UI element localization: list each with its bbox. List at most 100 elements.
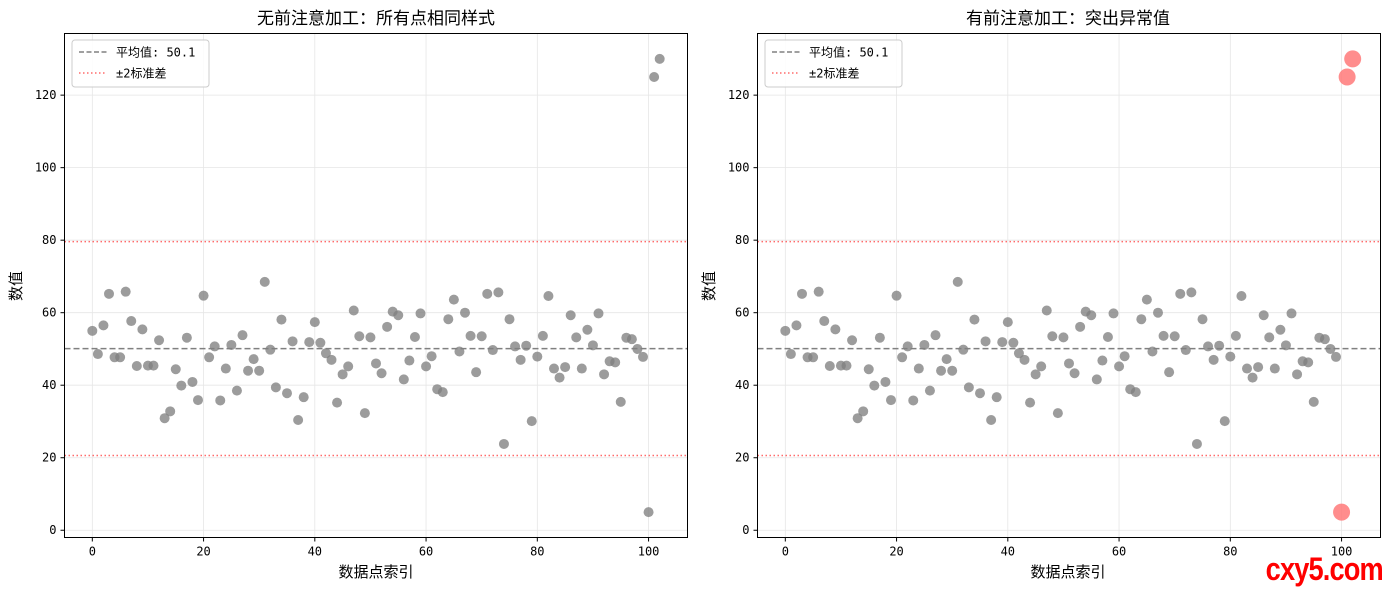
x-tick-label: 80 xyxy=(1223,545,1237,559)
data-point xyxy=(886,395,896,406)
data-point xyxy=(599,369,610,380)
data-point xyxy=(858,406,869,417)
y-tick-label: 80 xyxy=(42,233,56,247)
data-point xyxy=(454,346,465,357)
data-point xyxy=(1013,348,1024,359)
data-point xyxy=(947,365,958,376)
outlier-point xyxy=(1344,50,1362,68)
data-point xyxy=(852,413,863,424)
data-point xyxy=(1141,294,1152,305)
data-point xyxy=(409,331,420,342)
data-point xyxy=(543,291,554,302)
outlier-point xyxy=(1333,503,1351,521)
data-point xyxy=(1008,337,1019,348)
data-point xyxy=(1019,354,1030,365)
data-point xyxy=(1075,321,1086,332)
data-point xyxy=(952,276,963,287)
data-point xyxy=(187,376,198,387)
x-tick-label: 0 xyxy=(89,545,96,559)
data-point xyxy=(1164,367,1175,378)
data-point xyxy=(1069,368,1080,379)
data-point xyxy=(869,380,880,391)
data-point xyxy=(382,321,393,332)
y-tick-label: 120 xyxy=(728,88,750,102)
x-tick-label: 100 xyxy=(638,545,660,559)
data-point xyxy=(1147,346,1158,357)
data-point xyxy=(148,360,159,371)
data-point xyxy=(1002,317,1013,328)
data-point xyxy=(1169,331,1180,342)
data-point xyxy=(1308,396,1319,407)
data-point xyxy=(576,363,587,374)
data-point xyxy=(510,341,521,352)
data-point xyxy=(1186,287,1197,298)
data-point xyxy=(448,294,459,305)
data-point xyxy=(824,360,835,371)
data-point xyxy=(298,392,309,403)
y-tick-label: 80 xyxy=(735,233,749,247)
data-point xyxy=(226,339,237,350)
y-tick-label: 40 xyxy=(735,378,749,392)
y-tick-label: 100 xyxy=(35,161,57,175)
data-point xyxy=(913,363,924,374)
data-point xyxy=(204,352,215,363)
data-point xyxy=(941,354,952,365)
data-point xyxy=(791,320,802,331)
data-point xyxy=(897,352,908,363)
data-point xyxy=(1119,351,1130,362)
data-point xyxy=(1197,314,1208,325)
x-tick-label: 20 xyxy=(196,545,210,559)
data-point xyxy=(560,362,571,373)
x-tick-label: 60 xyxy=(419,545,433,559)
data-point xyxy=(309,317,320,328)
data-point xyxy=(963,382,974,393)
data-point xyxy=(1158,330,1169,341)
data-point xyxy=(554,372,565,383)
data-point xyxy=(131,360,142,371)
data-point xyxy=(986,415,997,426)
data-point xyxy=(632,343,643,354)
data-point xyxy=(532,351,543,362)
data-point xyxy=(863,364,874,375)
data-point xyxy=(1319,334,1330,345)
data-point xyxy=(1191,438,1202,449)
data-point xyxy=(181,332,192,343)
data-point xyxy=(1175,288,1186,299)
data-point xyxy=(1047,331,1058,342)
data-point xyxy=(797,288,807,299)
data-point xyxy=(1091,374,1102,385)
data-point xyxy=(919,339,930,350)
data-point xyxy=(1036,361,1047,372)
data-point xyxy=(924,385,935,396)
data-point xyxy=(958,344,969,355)
data-point xyxy=(176,380,187,391)
data-point xyxy=(1225,351,1236,362)
data-point xyxy=(215,395,226,406)
data-point xyxy=(504,314,515,325)
data-point xyxy=(487,345,498,356)
right-scatter-chart: 有前注意加工：突出异常值 0 20 40 60 80 100 0 20 40 60 80 100 120… xyxy=(700,9,1381,581)
data-point xyxy=(254,365,265,376)
data-point xyxy=(231,385,242,396)
data-point xyxy=(1180,345,1191,356)
data-point xyxy=(891,290,902,301)
watermark-logo: cxy5.com xyxy=(1265,551,1384,587)
data-point xyxy=(337,369,348,380)
data-point xyxy=(276,314,287,325)
data-point xyxy=(98,320,109,331)
data-point xyxy=(1253,362,1264,373)
data-point xyxy=(315,337,326,348)
data-point xyxy=(159,413,170,424)
legend: 平均值: 50.1 ±2标准差 xyxy=(764,39,903,88)
data-point xyxy=(847,335,858,346)
data-point xyxy=(1130,387,1141,398)
data-point xyxy=(265,344,276,355)
data-point xyxy=(376,368,387,379)
data-point xyxy=(880,376,891,387)
data-point xyxy=(537,330,548,341)
data-point xyxy=(398,374,409,385)
plot-area-frame xyxy=(757,33,1381,538)
data-point xyxy=(830,324,841,335)
data-point xyxy=(304,337,315,348)
data-point xyxy=(1108,308,1119,319)
